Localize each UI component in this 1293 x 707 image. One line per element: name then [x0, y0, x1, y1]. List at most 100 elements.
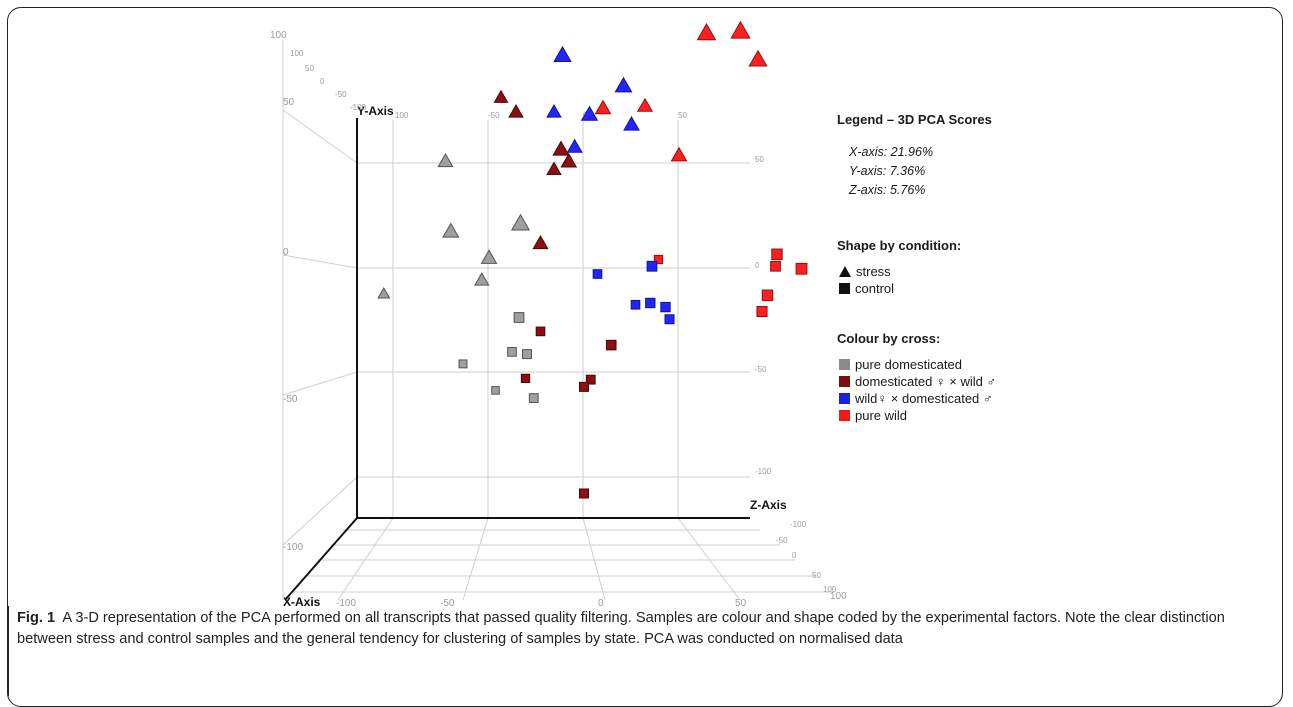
control-point: [756, 305, 768, 318]
stress-point: [748, 49, 768, 67]
stress-point: [493, 89, 509, 103]
colour-swatch-icon: [839, 393, 850, 404]
control-point: [458, 359, 468, 369]
control-point: [522, 349, 532, 360]
variance-z: Z-axis: 5.76%: [849, 183, 926, 197]
z-tick-label: -50: [776, 536, 788, 545]
z-tick-label: 50: [812, 571, 821, 580]
back-wall-tick-label: 0: [755, 261, 760, 270]
caption-text: A 3-D representation of the PCA performe…: [17, 610, 1225, 647]
left-wall-tick-label: -100: [350, 103, 367, 112]
control-point: [770, 260, 781, 272]
stress-point: [623, 115, 640, 131]
control-point: [585, 374, 596, 385]
stress-point: [510, 213, 531, 231]
stress-point: [560, 152, 578, 168]
control-point: [528, 393, 539, 404]
legend-label: pure wild: [855, 408, 908, 423]
stress-point: [546, 103, 562, 118]
control-point: [507, 347, 517, 357]
legend-item-control: control: [839, 280, 1097, 297]
control-point: [520, 373, 531, 384]
shape-legend-title: Shape by condition:: [837, 238, 962, 253]
stress-point: [508, 103, 524, 118]
x-tick-label: 100: [830, 591, 847, 602]
control-point: [630, 299, 641, 310]
legend-item-pure-wild: pure wild: [839, 407, 1097, 424]
stress-point: [532, 235, 549, 250]
stress-point: [480, 249, 498, 264]
y-axis-title: Y-Axis: [357, 104, 394, 118]
caption-bar: [8, 606, 9, 696]
stress-point: [636, 97, 654, 112]
stress-point: [670, 146, 688, 162]
stress-point: [696, 22, 717, 41]
figure-caption: Fig. 1 A 3-D representation of the PCA p…: [17, 608, 1267, 650]
back-wall-tick-label: 50: [755, 155, 764, 164]
control-point: [605, 339, 617, 351]
left-wall-tick-label: -50: [335, 90, 347, 99]
legend-title: Legend – 3D PCA Scores: [837, 112, 992, 127]
legend-label: wild♀ × domesticated ♂: [855, 391, 993, 406]
legend: Legend – 3D PCA Scores X-axis: 21.96% Y-…: [837, 112, 1097, 424]
legend-label: domesticated ♀ × wild ♂: [855, 374, 997, 389]
z-tick-label: 100: [823, 585, 837, 594]
left-wall-tick-label: 50: [305, 64, 314, 73]
control-point: [535, 326, 546, 337]
control-point: [761, 289, 774, 301]
data-points: [377, 20, 808, 499]
control-point: [664, 314, 675, 325]
back-wall-tick-label: -50: [755, 365, 767, 374]
grid-lines: [282, 40, 835, 601]
legend-item-wild-female-domesticated-male: wild♀ × domesticated ♂: [839, 390, 1097, 407]
y-tick-label: 50: [283, 97, 295, 108]
top-tick-label: 100: [395, 111, 409, 120]
control-point: [660, 301, 671, 313]
stress-point: [553, 45, 572, 63]
left-wall-tick-label: 100: [290, 49, 304, 58]
x-tick-label: 0: [598, 598, 604, 609]
legend-item-domesticated-female-wild-male: domesticated ♀ × wild ♂: [839, 373, 1097, 390]
stress-point: [566, 138, 583, 153]
control-point: [646, 260, 658, 272]
control-point: [653, 254, 664, 265]
stress-point: [546, 161, 562, 175]
colour-swatch-icon: [839, 359, 850, 370]
control-point: [771, 248, 783, 260]
axes: [284, 118, 750, 601]
stress-point: [437, 153, 454, 168]
x-tick-label: 50: [735, 598, 747, 609]
control-point: [592, 269, 603, 279]
top-tick-label: 50: [678, 111, 687, 120]
colour-swatch-icon: [839, 410, 850, 421]
x-axis-title: X-Axis: [283, 595, 321, 609]
top-tick-label: -50: [488, 111, 500, 120]
variance-x: X-axis: 21.96%: [849, 145, 934, 159]
variance-list: X-axis: 21.96% Y-axis: 7.36% Z-axis: 5.7…: [849, 143, 1097, 200]
z-tick-label: 0: [792, 551, 797, 560]
triangle-icon: [839, 266, 851, 277]
stress-point: [730, 20, 751, 39]
back-wall-tick-label: -100: [755, 467, 772, 476]
legend-label: stress: [856, 264, 891, 279]
z-axis-title: Z-Axis: [750, 498, 787, 512]
stress-point: [552, 140, 570, 156]
control-point: [491, 386, 500, 395]
control-point: [795, 262, 808, 275]
stress-point: [442, 222, 460, 238]
stress-point: [474, 272, 490, 286]
control-point: [645, 297, 656, 309]
control-point: [579, 488, 589, 499]
colour-legend-title: Colour by cross:: [837, 331, 941, 346]
stress-point: [594, 99, 612, 115]
colour-swatch-icon: [839, 376, 850, 387]
stress-point: [580, 105, 599, 121]
control-point: [579, 381, 589, 392]
z-tick-label: -100: [790, 520, 807, 529]
x-tick-label: -50: [440, 598, 455, 609]
caption-label: Fig. 1: [17, 610, 56, 626]
legend-label: control: [855, 281, 895, 296]
control-point: [513, 312, 525, 323]
